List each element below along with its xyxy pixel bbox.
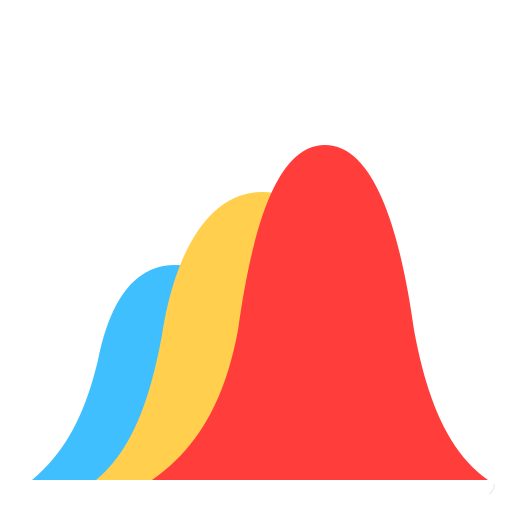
corner-mark — [488, 483, 495, 495]
red-curve-shape — [152, 145, 488, 480]
